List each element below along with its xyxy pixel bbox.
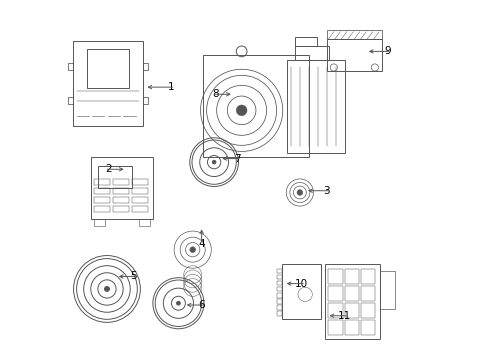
Bar	[142, 63, 148, 70]
Bar	[344, 320, 358, 336]
Bar	[113, 206, 128, 212]
Bar	[67, 63, 73, 70]
Text: 1: 1	[167, 82, 174, 92]
Bar	[276, 281, 282, 285]
Circle shape	[104, 287, 109, 291]
Bar	[328, 286, 342, 301]
Bar	[360, 286, 374, 301]
Bar	[328, 320, 342, 336]
Bar	[132, 179, 147, 185]
Bar	[87, 49, 128, 88]
Bar	[98, 166, 132, 188]
Text: 4: 4	[198, 239, 204, 249]
Text: 6: 6	[198, 300, 204, 310]
Circle shape	[296, 190, 302, 195]
Bar	[276, 311, 282, 316]
Circle shape	[189, 247, 195, 252]
Text: 10: 10	[294, 279, 307, 289]
Bar	[328, 303, 342, 319]
Text: 11: 11	[337, 311, 350, 321]
Bar	[344, 269, 358, 284]
Text: 8: 8	[212, 89, 219, 99]
Text: 2: 2	[105, 164, 112, 174]
Text: 9: 9	[383, 46, 390, 57]
Bar	[142, 97, 148, 104]
Bar	[276, 269, 282, 273]
Bar	[328, 269, 342, 284]
Bar	[276, 305, 282, 310]
Bar	[360, 269, 374, 284]
Bar	[360, 303, 374, 319]
Text: 3: 3	[323, 186, 329, 196]
Bar	[94, 179, 110, 185]
Bar	[276, 275, 282, 279]
Bar	[132, 197, 147, 203]
Text: 5: 5	[130, 271, 137, 282]
Bar	[132, 188, 147, 194]
Bar	[67, 97, 73, 104]
Text: 7: 7	[234, 154, 240, 163]
Bar	[139, 219, 149, 226]
Bar	[344, 286, 358, 301]
Bar	[94, 206, 110, 212]
Bar	[276, 293, 282, 297]
Bar	[132, 206, 147, 212]
Bar	[113, 188, 128, 194]
Circle shape	[212, 160, 216, 164]
Bar	[344, 303, 358, 319]
Bar	[360, 320, 374, 336]
Circle shape	[236, 105, 246, 116]
Bar	[276, 287, 282, 292]
Bar	[276, 299, 282, 303]
Bar	[113, 197, 128, 203]
Bar	[113, 179, 128, 185]
Bar	[94, 188, 110, 194]
Bar	[94, 219, 105, 226]
Bar	[94, 197, 110, 203]
Circle shape	[176, 301, 180, 305]
